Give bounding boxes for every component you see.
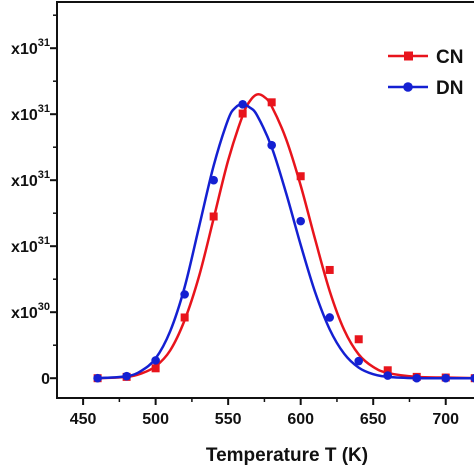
data-point-CN <box>296 172 305 181</box>
y-tick-label-exponent: 31 <box>38 169 50 181</box>
data-point-DN <box>209 175 218 185</box>
data-point-DN <box>325 313 334 322</box>
x-tick-label: 550 <box>215 411 242 428</box>
x-tick-label: 650 <box>360 411 387 428</box>
data-point-CN <box>209 212 218 221</box>
x-axis: 450 500 550 600 650 700 <box>70 398 459 428</box>
data-point-DN <box>180 290 189 299</box>
data-point-CN <box>383 366 392 375</box>
y-tick-label: 0 <box>41 371 50 388</box>
series-DN <box>93 100 474 383</box>
series-line-CN <box>97 92 474 380</box>
data-point-DN <box>238 100 247 109</box>
data-point-CN <box>180 313 189 322</box>
y-tick-label: x1031 <box>11 37 50 58</box>
y-tick-label-base: x10 <box>11 305 38 322</box>
y-tick-label-exponent: 31 <box>38 103 50 115</box>
legend-label-DN: DN <box>436 78 463 99</box>
data-point-DN <box>122 371 131 381</box>
x-tick-label: 500 <box>142 411 169 428</box>
y-tick-label: x1030 <box>11 301 50 322</box>
x-axis-title: Temperature T (K) <box>206 445 368 466</box>
data-point-CN <box>151 364 160 373</box>
data-point-DN <box>383 371 393 380</box>
data-point-DN <box>412 373 422 383</box>
data-point-CN <box>354 335 363 344</box>
legend-marker-CN <box>404 51 413 61</box>
data-point-DN <box>470 373 474 383</box>
data-point-DN <box>93 373 102 383</box>
data-point-DN <box>151 356 160 365</box>
data-point-DN <box>354 356 364 366</box>
y-tick-label-base: x10 <box>11 173 38 190</box>
plot-area <box>93 92 474 383</box>
data-point-CN <box>267 98 276 107</box>
x-tick-label: 450 <box>70 411 97 428</box>
data-point-DN <box>267 140 276 150</box>
y-tick-label: x1031 <box>11 103 50 124</box>
y-tick-label-base: x10 <box>11 41 38 58</box>
data-point-CN <box>238 109 247 118</box>
legend-marker-DN <box>403 82 413 92</box>
legend-label-CN: CN <box>436 47 463 68</box>
legend: CN DN <box>388 47 463 99</box>
series-CN <box>93 92 474 383</box>
y-tick-label: x1031 <box>11 169 50 190</box>
x-tick-label: 600 <box>287 411 314 428</box>
y-tick-label-exponent: 30 <box>38 301 50 313</box>
y-tick-label: x1031 <box>11 235 50 256</box>
x-tick-label: 700 <box>432 411 459 428</box>
data-point-DN <box>441 373 451 383</box>
y-tick-label-exponent: 31 <box>38 37 50 49</box>
y-tick-label-base: 0 <box>41 371 50 388</box>
plot-frame <box>56 1 474 399</box>
data-point-CN <box>325 265 334 274</box>
y-tick-label-base: x10 <box>11 239 38 256</box>
series-line-DN <box>97 103 474 380</box>
y-tick-label-exponent: 31 <box>38 235 50 247</box>
y-tick-label-base: x10 <box>11 107 38 124</box>
data-point-DN <box>296 216 305 226</box>
